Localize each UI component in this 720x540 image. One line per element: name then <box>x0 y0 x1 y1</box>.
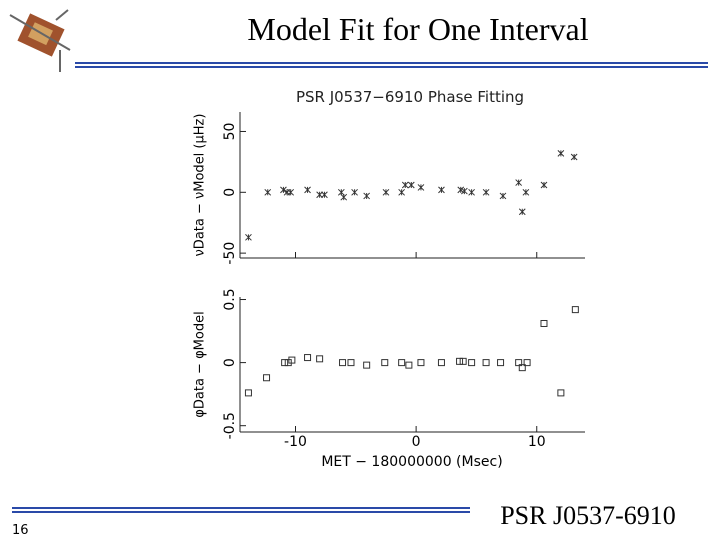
y-tick-label: 0 <box>222 188 238 197</box>
y-axis-label: φData − φModel <box>193 311 208 417</box>
point <box>456 357 464 365</box>
point <box>417 184 425 191</box>
footer: PSR J0537-6910 <box>500 501 676 530</box>
y-tick-label: 50 <box>222 123 238 141</box>
point <box>351 188 358 196</box>
x-tick-label: 0 <box>412 434 421 450</box>
point <box>304 186 311 194</box>
slide-title: Model Fit for One Interval <box>247 11 588 47</box>
point <box>540 181 548 189</box>
point <box>497 359 505 367</box>
point <box>499 192 507 200</box>
x-axis-label: MET − 180000000 (Msec) <box>321 454 502 470</box>
point <box>316 355 324 363</box>
y-tick-label: -0.5 <box>222 412 238 439</box>
point <box>347 359 355 367</box>
point <box>263 374 271 382</box>
point <box>540 319 548 327</box>
point <box>363 361 371 369</box>
point <box>398 359 406 367</box>
point <box>515 359 523 367</box>
point <box>245 233 252 241</box>
point <box>316 191 323 199</box>
point <box>407 181 415 189</box>
point <box>459 357 467 365</box>
point <box>482 188 490 196</box>
point <box>437 359 445 367</box>
point <box>417 359 425 367</box>
point <box>280 186 287 194</box>
point <box>571 306 579 314</box>
point <box>523 359 531 367</box>
y-tick-label: -50 <box>222 242 238 265</box>
x-tick-label: 10 <box>528 434 546 450</box>
point <box>557 389 565 397</box>
point <box>381 359 389 367</box>
point <box>304 354 312 362</box>
point <box>287 188 295 196</box>
point <box>438 186 445 194</box>
point <box>244 389 252 397</box>
point <box>457 186 465 194</box>
point <box>339 359 347 367</box>
point <box>401 181 409 189</box>
point <box>340 193 348 201</box>
point <box>515 179 523 186</box>
point <box>321 191 328 199</box>
point <box>288 356 296 364</box>
point <box>518 208 526 216</box>
point <box>468 359 476 367</box>
point <box>382 188 390 196</box>
logo <box>9 9 71 72</box>
point <box>281 359 289 367</box>
point <box>482 359 490 367</box>
point <box>264 188 272 196</box>
point <box>468 188 475 196</box>
point <box>461 187 468 195</box>
y-tick-label: 0.5 <box>222 288 238 310</box>
point <box>405 361 413 369</box>
chart-title: PSR J0537−6910 Phase Fitting <box>296 88 524 106</box>
y-axis-label: νData − νModel (μHz) <box>193 114 208 257</box>
point <box>398 188 405 196</box>
point <box>570 153 578 161</box>
point <box>522 188 530 196</box>
y-tick-label: 0 <box>222 358 238 367</box>
point <box>557 150 565 157</box>
point <box>363 192 371 200</box>
x-tick-label: -10 <box>284 434 307 450</box>
point <box>518 364 526 372</box>
page-number: 16 <box>12 523 29 538</box>
